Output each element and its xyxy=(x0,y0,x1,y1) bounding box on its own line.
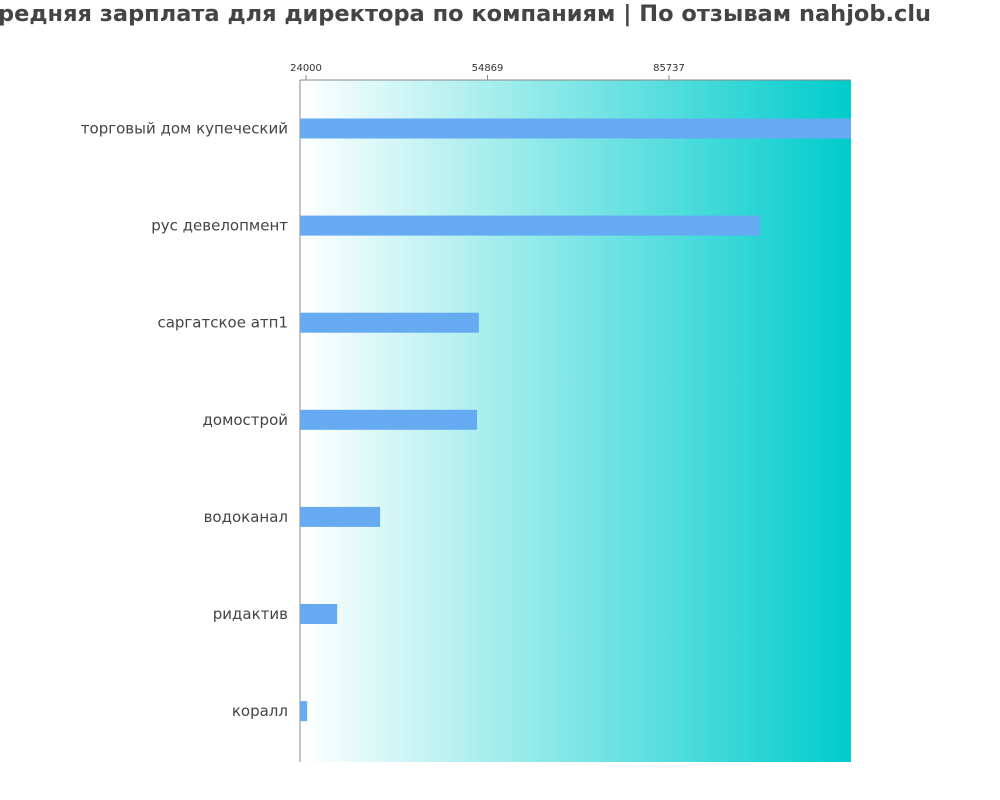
bar xyxy=(300,701,308,722)
category-label: саргатское атп1 xyxy=(157,314,288,332)
bar xyxy=(300,312,479,333)
x-tick-label: 85737 xyxy=(653,63,685,74)
bar xyxy=(300,215,760,236)
category-label: водоканал xyxy=(204,508,288,526)
bar xyxy=(300,506,381,527)
chart-title: редняя зарплата для директора по компани… xyxy=(0,1,932,27)
category-label: домострой xyxy=(203,411,288,429)
x-tick-label: 24000 xyxy=(290,63,322,74)
bar xyxy=(300,409,478,430)
bar xyxy=(300,604,338,624)
bar xyxy=(300,118,851,139)
category-label: ридактив xyxy=(213,605,288,623)
category-label: торговый дом купеческий xyxy=(81,120,288,138)
x-tick-label: 54869 xyxy=(472,63,504,74)
category-label: рус девелопмент xyxy=(151,217,288,235)
category-label: коралл xyxy=(232,702,288,720)
